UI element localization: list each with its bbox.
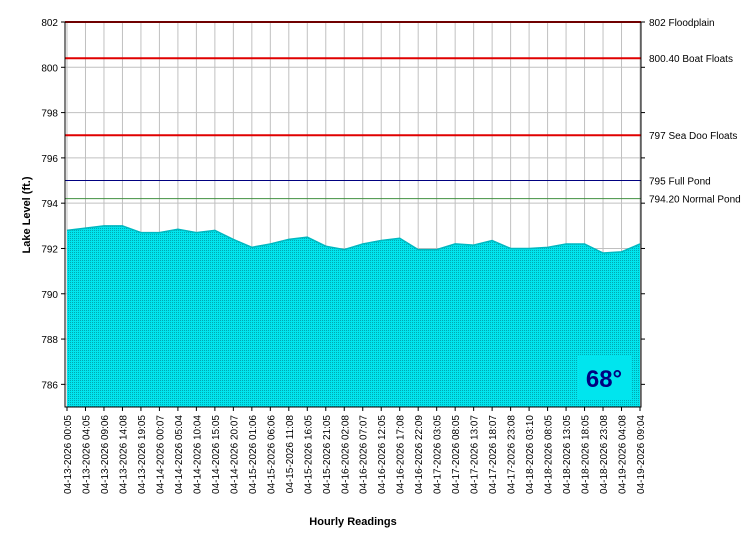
area-edge [66, 225, 641, 254]
x-tick-label: 04-16-2026 17:08 [396, 415, 407, 494]
x-tick-label: 04-16-2026 12:05 [377, 415, 388, 494]
x-tick-label: 04-17-2026 23:08 [507, 415, 518, 494]
reference-label: 794.20 Normal Pond [649, 195, 741, 206]
x-tick-label: 04-14-2026 20:07 [229, 415, 240, 494]
reference-label: 795 Full Pond [649, 177, 711, 188]
x-tick-label: 04-19-2026 04:08 [618, 415, 629, 494]
reference-label: 800.40 Boat Floats [649, 54, 733, 65]
x-tick-label: 04-14-2026 10:04 [192, 415, 203, 494]
plot-frame [64, 21, 642, 408]
x-tick-label: 04-14-2026 15:05 [211, 415, 222, 494]
x-tick-label: 04-17-2026 18:07 [488, 415, 499, 494]
x-tick-label: 04-14-2026 00:07 [155, 415, 166, 494]
temperature-box [578, 355, 632, 400]
x-tick-label: 04-15-2026 16:05 [303, 415, 314, 494]
y-tick-label: 786 [41, 380, 58, 391]
y-tick-label: 796 [41, 154, 58, 165]
x-tick-label: 04-15-2026 11:08 [285, 415, 296, 494]
y-tick-label: 800 [41, 63, 58, 74]
x-tick-label: 04-17-2026 13:07 [470, 415, 481, 494]
x-tick-label: 04-13-2026 00:05 [63, 415, 74, 494]
x-tick-label: 04-18-2026 13:05 [562, 415, 573, 494]
y-tick-label: 802 [41, 18, 58, 29]
y-tick-label: 798 [41, 109, 58, 120]
x-tick-label: 04-14-2026 05:04 [174, 415, 185, 494]
x-tick-label: 04-18-2026 18:05 [581, 415, 592, 494]
x-axis-title: Hourly Readings [309, 516, 396, 528]
x-tick-label: 04-13-2026 09:06 [100, 415, 111, 494]
y-tick-label: 794 [41, 199, 58, 210]
x-tick-label: 04-17-2026 03:05 [433, 415, 444, 494]
y-tick-label: 788 [41, 335, 58, 346]
reference-label: 802 Floodplain [649, 18, 715, 29]
x-tick-label: 04-16-2026 22:09 [414, 415, 425, 494]
x-tick-label: 04-15-2026 21:05 [322, 415, 333, 494]
x-tick-label: 04-15-2026 01:06 [248, 415, 259, 494]
x-tick-label: 04-15-2026 06:06 [266, 415, 277, 494]
reference-label: 797 Sea Doo Floats [649, 131, 737, 142]
x-tick-label: 04-13-2026 19:05 [137, 415, 148, 494]
x-tick-label: 04-18-2026 08:05 [544, 415, 555, 494]
area [67, 225, 640, 407]
x-tick-label: 04-18-2026 23:08 [599, 415, 610, 494]
y-axis-title: Lake Level (ft.) [21, 176, 33, 253]
x-tick-label: 04-19-2026 09:04 [636, 415, 647, 494]
x-tick-label: 04-16-2026 02:08 [340, 415, 351, 494]
x-tick-label: 04-13-2026 04:05 [81, 415, 92, 494]
x-tick-label: 04-13-2026 14:08 [118, 415, 129, 494]
temperature: 68° [586, 366, 622, 393]
x-tick-label: 04-18-2026 03:10 [525, 415, 536, 494]
x-tick-label: 04-16-2026 07:07 [359, 415, 370, 494]
y-tick-label: 792 [41, 244, 58, 255]
y-tick-label: 790 [41, 290, 58, 301]
x-tick-label: 04-17-2026 08:05 [451, 415, 462, 494]
